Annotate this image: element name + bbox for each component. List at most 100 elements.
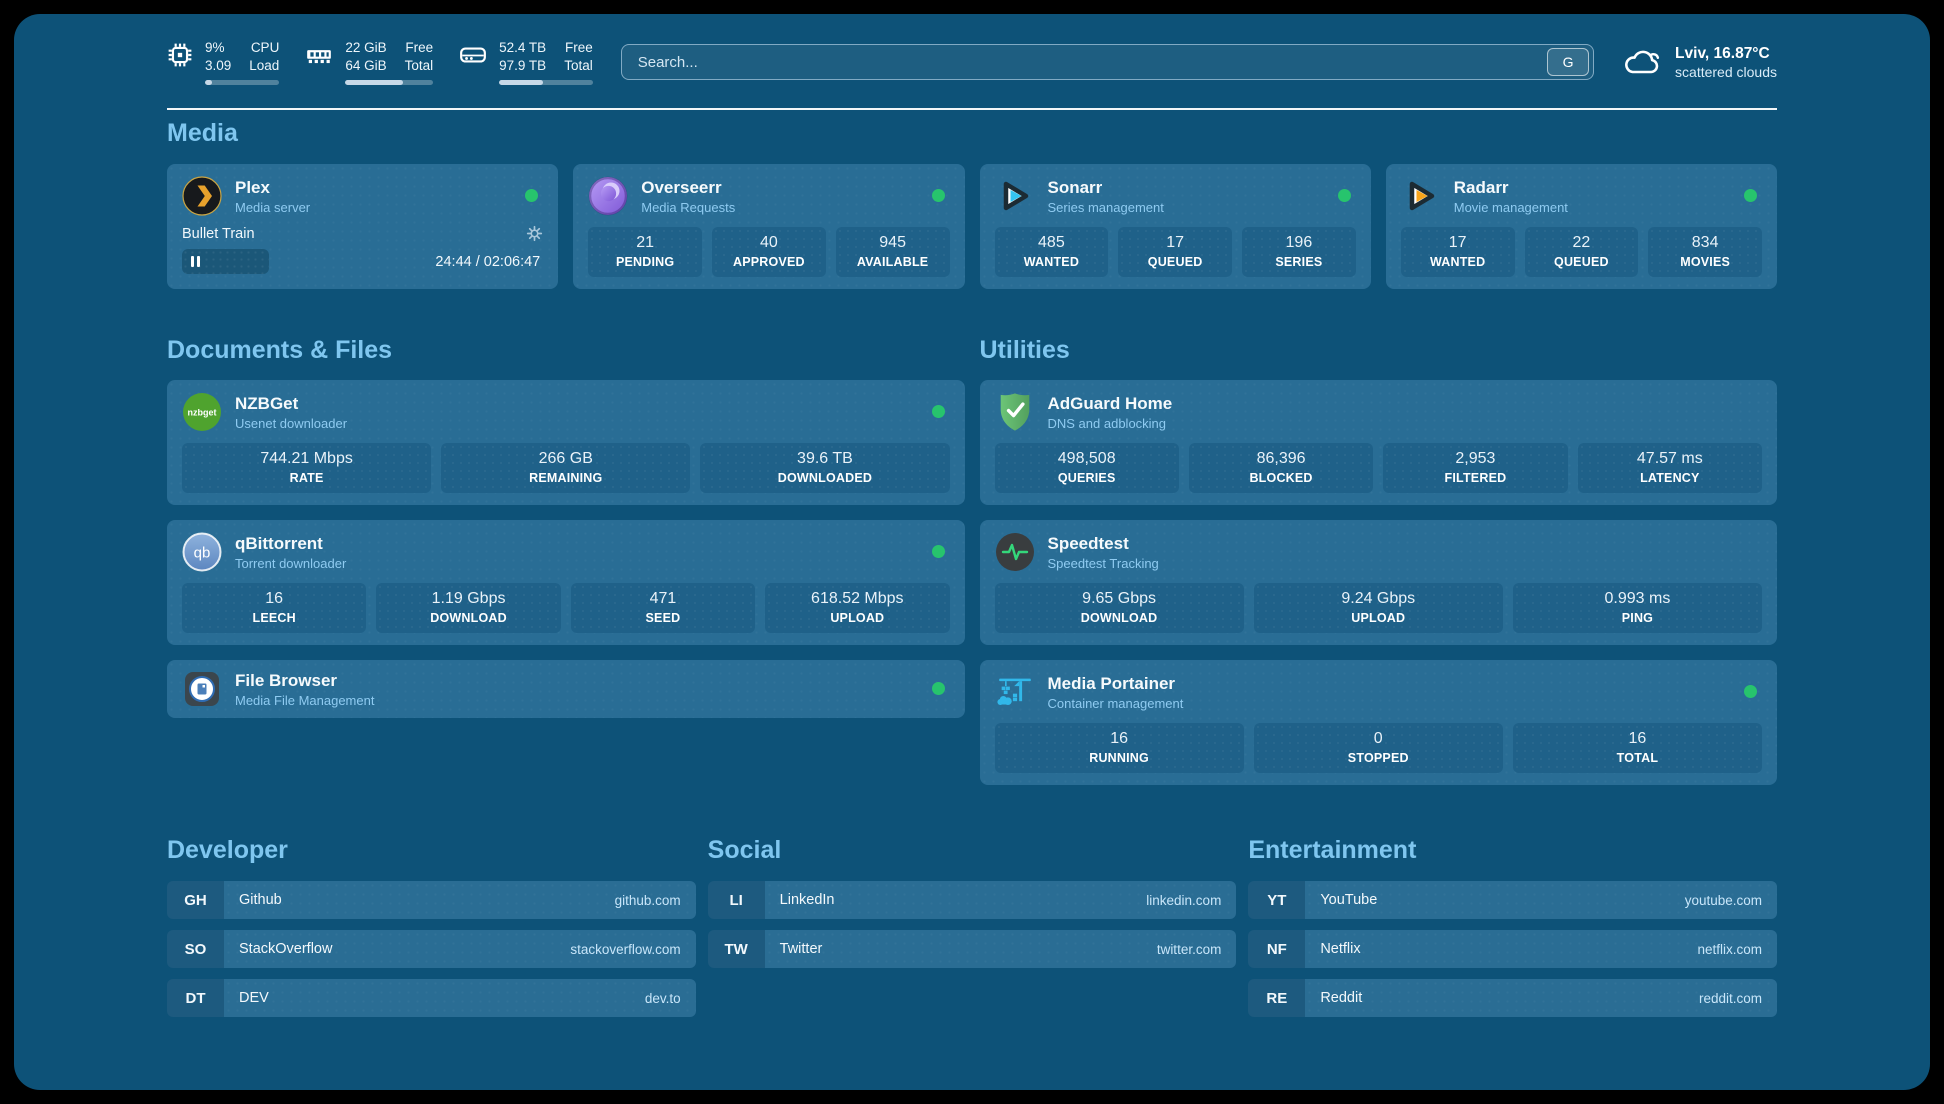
adguard-icon: [995, 392, 1035, 432]
stat-value: 9.24 Gbps: [1341, 590, 1416, 607]
bookmark-twitter[interactable]: TW Twitter twitter.com: [707, 930, 1237, 968]
cpu-progress-bar: [205, 80, 280, 86]
stat-value: 9.65 Gbps: [1082, 590, 1156, 607]
stat-label: WANTED: [1429, 255, 1486, 269]
stat-tile-wanted: 485 WANTED: [994, 227, 1109, 277]
bookmark-name: DEV: [239, 990, 269, 1006]
stat-tile-queued: 17 QUEUED: [1118, 227, 1232, 277]
stat-value: 834: [1691, 234, 1719, 251]
system-stats: 9% 3.09 CPU Load: [167, 39, 593, 86]
bookmark-url: stackoverflow.com: [570, 941, 681, 957]
stat-tile-downloaded: 39.6 TB DOWNLOADED: [700, 443, 950, 493]
app-card-filebrowser[interactable]: File Browser Media File Management: [167, 660, 965, 718]
portainer-icon: [995, 672, 1035, 712]
bookmarks-entertainment: Entertainment YT YouTube youtube.com NF …: [1248, 835, 1777, 1028]
app-card-adguard[interactable]: AdGuard Home DNS and adblocking 498,508 …: [979, 380, 1777, 505]
gear-icon[interactable]: [526, 225, 543, 242]
memory-progress-bar: [345, 80, 434, 86]
stat-label: STOPPED: [1347, 751, 1409, 765]
stat-label: APPROVED: [732, 255, 805, 269]
bookmark-abbr: DT: [167, 979, 224, 1017]
filebrowser-icon: [182, 669, 222, 709]
bookmark-name: Twitter: [779, 941, 823, 957]
weather-location-temp: Lviv, 16.87°C: [1675, 44, 1770, 62]
stat-label: UPLOAD: [1351, 611, 1406, 625]
memory-total-value: 64 GiB: [345, 58, 387, 73]
stat-value: 485: [1038, 234, 1065, 251]
memory-icon: [305, 42, 333, 68]
stat-tile-upload: 618.52 Mbps UPLOAD: [765, 583, 950, 633]
stat-value: 40: [759, 234, 778, 251]
stat-label: QUEUED: [1147, 255, 1203, 269]
stat-value: 0.993 ms: [1604, 590, 1671, 607]
status-dot: [1744, 189, 1757, 202]
bookmark-abbr: RE: [1248, 979, 1306, 1017]
bookmark-github[interactable]: GH Github github.com: [167, 881, 696, 919]
bookmark-body: Twitter twitter.com: [764, 930, 1237, 968]
app-card-speedtest[interactable]: Speedtest Speedtest Tracking 9.65 Gbps D…: [979, 520, 1777, 645]
memory-free-label: Free: [405, 39, 434, 55]
stat-value: 1.19 Gbps: [431, 590, 506, 607]
stat-label: DOWNLOADED: [777, 471, 873, 485]
bookmarks-developer: Developer GH Github github.com SO StackO…: [167, 835, 696, 1028]
app-card-plex[interactable]: Plex Media server Bullet Train: [167, 164, 559, 289]
stat-label: FILTERED: [1444, 471, 1507, 485]
app-card-nzbget[interactable]: nzbget NZBGet Usenet downloader 744.21 M…: [167, 380, 965, 505]
stat-value: 86,396: [1256, 450, 1306, 467]
bookmark-abbr: LI: [707, 881, 765, 919]
section-title-social: Social: [707, 836, 782, 864]
stat-tile-leech: 16 LEECH: [182, 583, 367, 633]
stat-value: 196: [1285, 234, 1313, 251]
app-card-portainer[interactable]: Media Portainer Container management 16 …: [979, 660, 1777, 785]
now-playing-widget: Bullet Train: [182, 225, 543, 274]
app-card-radarr[interactable]: Radarr Movie management 17 WANTED 22 QUE…: [1385, 164, 1777, 289]
stat-value: 0: [1373, 730, 1383, 747]
app-card-overseerr[interactable]: Overseerr Media Requests 21 PENDING 40 A…: [573, 164, 965, 289]
app-card-qbittorrent[interactable]: qb qBittorrent Torrent downloader 16 LEE…: [167, 520, 965, 645]
stat-tile-approved: 40 APPROVED: [712, 227, 826, 277]
search-input[interactable]: [620, 44, 1595, 80]
bookmark-url: linkedin.com: [1146, 892, 1222, 908]
app-title: Media Portainer: [1047, 673, 1176, 693]
cpu-load-value: 3.09: [205, 58, 232, 73]
stat-label: TOTAL: [1616, 751, 1659, 765]
status-dot: [931, 682, 945, 695]
sonarr-icon: [995, 176, 1035, 216]
section-title-documents: Documents & Files: [167, 336, 393, 364]
weather-widget: Lviv, 16.87°C scattered clouds: [1622, 45, 1777, 80]
search-engine-button[interactable]: G: [1547, 48, 1590, 76]
dashboard: 9% 3.09 CPU Load: [14, 14, 1930, 1090]
bookmark-dev[interactable]: DT DEV dev.to: [167, 979, 696, 1017]
disk-free-value: 52.4 TB: [499, 39, 547, 55]
stat-label: LEECH: [252, 611, 296, 625]
app-card-sonarr[interactable]: Sonarr Series management 485 WANTED 17 Q…: [979, 164, 1371, 289]
stat-tile-ping: 0.993 ms PING: [1512, 583, 1763, 633]
stat-label: QUERIES: [1057, 471, 1116, 485]
search-bar: G: [620, 44, 1595, 80]
bookmark-stackoverflow[interactable]: SO StackOverflow stackoverflow.com: [167, 930, 696, 968]
bookmark-url: youtube.com: [1684, 892, 1762, 908]
stat-label: REMAINING: [529, 471, 603, 485]
weather-condition: scattered clouds: [1675, 63, 1777, 80]
bookmark-youtube[interactable]: YT YouTube youtube.com: [1248, 881, 1777, 919]
status-dot: [931, 405, 945, 418]
section-title-media: Media: [167, 119, 238, 147]
stat-tile-remaining: 266 GB REMAINING: [441, 443, 691, 493]
app-title: Radarr: [1453, 177, 1509, 197]
bookmark-body: Netflix netflix.com: [1305, 930, 1777, 968]
stat-tile-pending: 21 PENDING: [588, 227, 702, 277]
playback-progress-bar[interactable]: 24:44 / 02:06:47: [182, 249, 543, 274]
bookmark-abbr: GH: [167, 881, 224, 919]
app-subtitle: Series management: [1047, 199, 1164, 215]
pause-icon[interactable]: [191, 256, 200, 267]
stat-value: 47.57 ms: [1636, 450, 1703, 467]
bookmark-abbr: SO: [167, 930, 224, 968]
app-subtitle: Media File Management: [235, 692, 375, 708]
bookmark-linkedin[interactable]: LI LinkedIn linkedin.com: [707, 881, 1237, 919]
bookmark-reddit[interactable]: RE Reddit reddit.com: [1248, 979, 1777, 1017]
stat-tile-stopped: 0 STOPPED: [1253, 723, 1503, 773]
utilities-column: Utilities: [979, 335, 1777, 785]
stat-label: MOVIES: [1680, 255, 1731, 269]
bookmark-netflix[interactable]: NF Netflix netflix.com: [1248, 930, 1777, 968]
stat-label: DOWNLOAD: [1080, 611, 1158, 625]
